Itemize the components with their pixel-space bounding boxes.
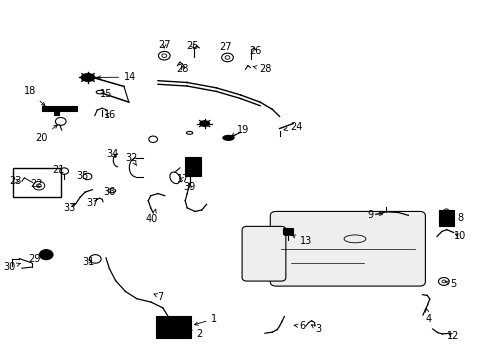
Text: 22: 22: [30, 179, 42, 189]
Text: 31: 31: [81, 257, 94, 267]
Text: 4: 4: [425, 309, 430, 324]
Text: 35: 35: [76, 171, 89, 181]
Bar: [283, 228, 292, 234]
Text: 10: 10: [453, 231, 466, 242]
Text: 14: 14: [97, 72, 136, 82]
Text: 16: 16: [104, 110, 116, 120]
Text: 34: 34: [106, 149, 118, 159]
Bar: [13, 168, 61, 197]
Text: 28: 28: [253, 64, 270, 74]
Text: 39: 39: [183, 182, 195, 192]
Text: 12: 12: [447, 331, 459, 341]
Text: 2: 2: [188, 329, 203, 339]
Text: 25: 25: [186, 41, 198, 51]
Text: 8: 8: [456, 213, 463, 223]
Text: 18: 18: [23, 86, 45, 106]
Bar: [54, 110, 59, 115]
Text: 19: 19: [231, 125, 248, 136]
Text: 5: 5: [444, 279, 456, 289]
Text: 15: 15: [100, 89, 112, 99]
Text: 1: 1: [194, 314, 217, 325]
Text: 37: 37: [86, 198, 99, 207]
Ellipse shape: [223, 135, 234, 140]
FancyBboxPatch shape: [242, 226, 285, 281]
Text: 6: 6: [294, 321, 305, 332]
Text: 33: 33: [63, 203, 76, 213]
Text: 17: 17: [177, 174, 189, 184]
Text: 27: 27: [158, 40, 170, 50]
Text: 40: 40: [146, 209, 158, 224]
Bar: [185, 157, 201, 176]
Text: 36: 36: [103, 187, 115, 197]
Bar: [156, 316, 191, 338]
Text: 26: 26: [249, 46, 262, 56]
Text: 9: 9: [366, 210, 382, 220]
Circle shape: [40, 249, 53, 260]
Bar: [438, 210, 453, 226]
Text: 28: 28: [176, 64, 188, 74]
Ellipse shape: [81, 73, 95, 81]
Text: 13: 13: [291, 235, 312, 247]
Text: 7: 7: [154, 292, 163, 302]
Text: 21: 21: [53, 165, 65, 175]
Text: 20: 20: [35, 125, 57, 143]
Text: 27: 27: [219, 42, 231, 52]
Text: 38: 38: [186, 158, 198, 168]
Text: 24: 24: [284, 122, 302, 132]
Ellipse shape: [200, 121, 209, 126]
Bar: [42, 107, 77, 111]
Text: 11: 11: [282, 228, 294, 238]
FancyBboxPatch shape: [270, 211, 425, 286]
Text: 30: 30: [3, 262, 20, 272]
Text: 29: 29: [28, 253, 44, 264]
Text: 32: 32: [125, 153, 138, 166]
Text: 3: 3: [311, 324, 321, 334]
Text: 23: 23: [9, 176, 21, 186]
